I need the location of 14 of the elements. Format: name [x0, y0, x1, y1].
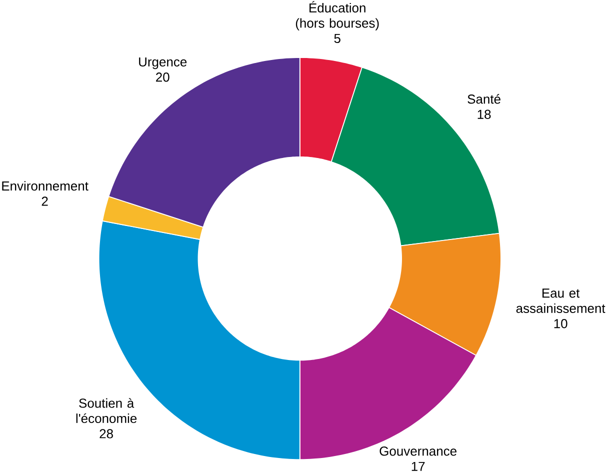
- data-label: 5: [334, 34, 340, 44]
- data-label: 17: [412, 462, 425, 471]
- slice-label: Environnement: [2, 181, 88, 191]
- data-label: 20: [156, 72, 170, 82]
- slice-label: Eau et assainissement: [516, 288, 606, 313]
- data-label: 18: [478, 110, 491, 119]
- data-label: 10: [554, 319, 568, 328]
- slice-label: Urgence: [139, 57, 187, 70]
- slice-label: Santé: [468, 94, 500, 104]
- slice-label: Soutien à l'économie: [76, 398, 137, 424]
- data-label: 2: [42, 196, 48, 206]
- slice-label: Éducation (hors bourses): [296, 1, 379, 30]
- data-label: 28: [100, 429, 113, 438]
- slice-label: Gouvernance: [380, 446, 456, 456]
